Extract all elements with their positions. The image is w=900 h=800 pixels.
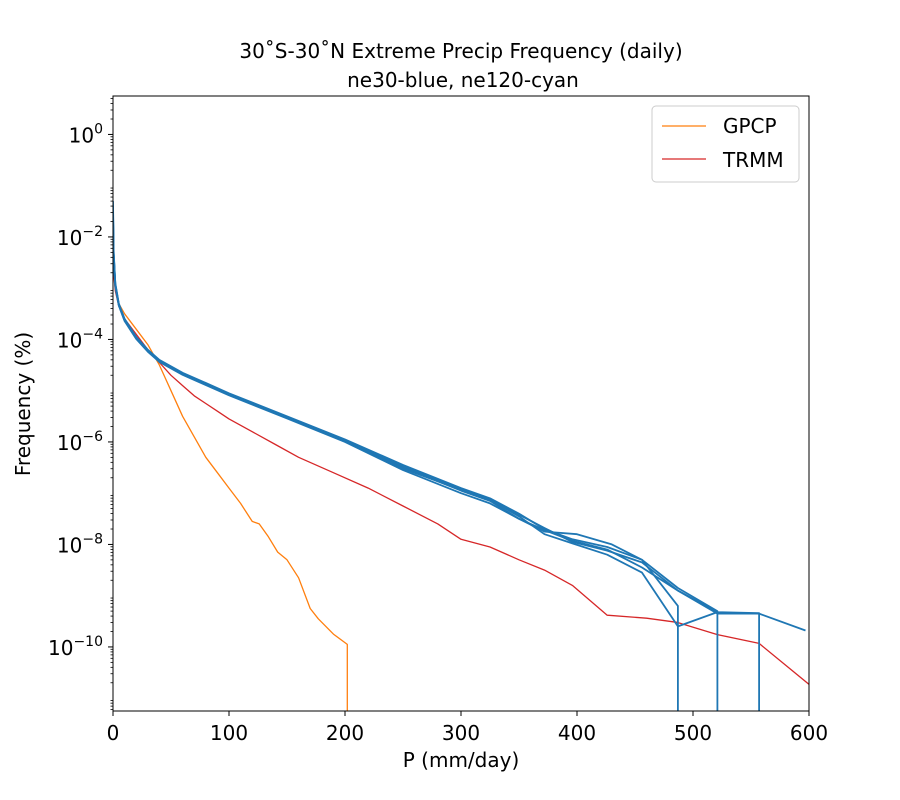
x-tick-label-600: 600 [790,721,828,745]
y-tick-label--6: 10−6 [57,429,103,455]
chart-title-line-2: ne30-blue, ne120-cyan [347,68,579,92]
x-tick-label-0: 0 [107,721,120,745]
series-line-model-3 [113,216,760,711]
y-tick-label--4: 10−4 [57,326,103,352]
y-tick-label--10: 10−10 [48,634,103,660]
series-group [113,201,809,711]
legend-label-gpcp: GPCP [723,114,777,138]
x-tick-label-500: 500 [674,721,712,745]
chart-title-line-1: 30˚S-30˚N Extreme Precip Frequency (dail… [239,39,682,63]
x-tick-label-200: 200 [326,721,364,745]
series-line-model-4 [113,201,806,632]
legend: GPCP TRMM [651,105,800,183]
x-tick-label-400: 400 [558,721,596,745]
y-tick-label--2: 10−2 [57,224,103,250]
x-axis-label: P (mm/day) [403,748,520,772]
series-line-trmm [113,221,809,685]
x-tick-label-300: 300 [442,721,480,745]
plot-area [112,95,810,712]
y-tick-label-0: 100 [69,121,103,147]
series-line-gpcp [113,226,348,711]
series-line-model-5 [113,213,718,628]
y-axis: 100 10−2 10−4 10−6 10−8 10−10 [48,98,113,710]
legend-frame [651,105,800,183]
legend-label-trmm: TRMM [722,148,784,172]
y-tick-label--8: 10−8 [57,531,103,557]
plot-frame [112,95,810,712]
series-line-model-2 [113,211,719,711]
x-tick-label-100: 100 [210,721,248,745]
y-axis-label: Frequency (%) [11,332,35,476]
x-axis: 0 100 200 300 400 500 600 [107,711,828,745]
